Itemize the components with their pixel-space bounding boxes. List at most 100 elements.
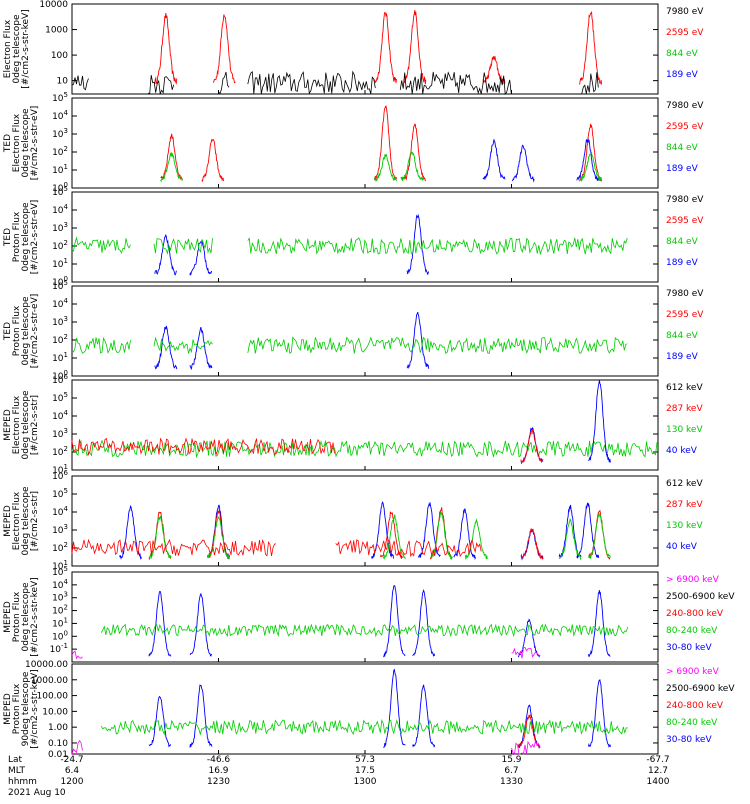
legend-entry: > 6900 keV bbox=[666, 575, 720, 585]
series-burst bbox=[374, 154, 397, 183]
series-burst bbox=[154, 325, 178, 370]
x-tick-label: 57.3 bbox=[355, 755, 375, 765]
y-axis-label: TED bbox=[3, 322, 13, 341]
y-axis-label: TED bbox=[3, 228, 13, 247]
series-burst bbox=[579, 151, 602, 182]
y-tick-label: 102 bbox=[52, 145, 68, 158]
legend-entry: 2595 eV bbox=[666, 216, 704, 226]
series-burst bbox=[520, 528, 544, 560]
series-burst bbox=[374, 11, 397, 84]
y-tick-label: 10 bbox=[57, 77, 69, 87]
y-axis-label: Proton Flux bbox=[12, 683, 22, 734]
series-4 bbox=[71, 739, 541, 755]
legend-entry: 40 keV bbox=[666, 446, 698, 456]
x-tick-label: 1200 bbox=[61, 777, 84, 787]
y-tick-label: 10-1 bbox=[50, 642, 68, 655]
y-tick-label: 103 bbox=[52, 591, 68, 604]
y-tick-label: 100 bbox=[52, 275, 68, 288]
series-line bbox=[71, 75, 89, 91]
series-2 bbox=[100, 623, 629, 638]
series-burst bbox=[520, 428, 544, 464]
y-tick-label: 100.00 bbox=[37, 692, 69, 702]
series-1 bbox=[160, 105, 603, 183]
series-burst bbox=[374, 105, 397, 181]
legend-entry: 189 eV bbox=[666, 258, 699, 268]
legend-entry: 612 keV bbox=[666, 479, 703, 489]
series-line bbox=[335, 538, 482, 558]
series-1 bbox=[148, 585, 611, 658]
y-tick-label: 0.01 bbox=[48, 750, 68, 760]
legend-entry: 2500-6900 keV bbox=[666, 592, 735, 602]
y-tick-label: 106 bbox=[52, 469, 68, 482]
series-2 bbox=[71, 70, 599, 96]
series-burst bbox=[576, 502, 600, 559]
panel-5: 106 105 104 103 102 101 MEPED Electron Flux 0deg… bbox=[3, 373, 703, 476]
series-burst bbox=[588, 512, 611, 560]
y-axis-label: 90deg telescope bbox=[21, 671, 31, 746]
y-axis-label: [#/cm2-s-str-eV] bbox=[30, 106, 40, 181]
legend-entry: 287 keV bbox=[666, 500, 703, 510]
series-line bbox=[153, 237, 213, 255]
series-line bbox=[71, 538, 277, 557]
legend-entry: 7980 eV bbox=[666, 289, 704, 299]
panel-frame bbox=[71, 97, 659, 189]
y-tick-label: 104 bbox=[52, 578, 68, 591]
series-3 bbox=[160, 150, 602, 183]
panel-6: 106 105 104 103 102 101 MEPED Electron Flux 0deg… bbox=[3, 469, 703, 572]
series-line bbox=[148, 75, 175, 96]
series-burst bbox=[148, 695, 171, 748]
panel-8: 10000.00 1000.00 100.00 10.00 1.00 0.100.01 ME… bbox=[3, 660, 735, 760]
series-line bbox=[71, 739, 83, 755]
x-tick-label: 16.9 bbox=[208, 766, 228, 776]
legend-entry: 30-80 keV bbox=[666, 643, 712, 653]
y-axis-label: [#/cm2-s-str-keV] bbox=[30, 577, 40, 656]
legend-entry: 80-240 keV bbox=[666, 718, 718, 728]
series-4 bbox=[520, 428, 544, 464]
series-burst bbox=[579, 123, 603, 182]
x-tick-label: 6.7 bbox=[504, 766, 518, 776]
panel-frame bbox=[71, 191, 659, 283]
series-burst bbox=[189, 240, 213, 276]
series-burst bbox=[588, 509, 611, 560]
series-3 bbox=[71, 647, 541, 660]
y-tick-label: 104 bbox=[52, 203, 68, 216]
series-burst bbox=[412, 588, 436, 657]
y-axis-label: TED bbox=[3, 134, 13, 153]
y-tick-label: 104 bbox=[52, 505, 68, 518]
panel-2: 105 104 103 102 101 100 TED Electron Flux 0deg t… bbox=[3, 91, 704, 194]
x-tick-label: 1300 bbox=[354, 777, 377, 787]
series-line bbox=[71, 336, 131, 354]
y-axis-label: MEPED bbox=[3, 601, 13, 633]
series-burst bbox=[403, 10, 427, 85]
series-burst bbox=[189, 592, 213, 657]
series-1 bbox=[154, 10, 603, 85]
x-axis-row-name: MLT bbox=[8, 766, 26, 776]
x-tick-label: 17.5 bbox=[355, 766, 375, 776]
series-burst bbox=[587, 590, 611, 657]
legend-entry: 130 keV bbox=[666, 425, 703, 435]
series-burst bbox=[558, 517, 582, 561]
y-tick-label: 103 bbox=[52, 221, 68, 234]
series-burst bbox=[160, 133, 183, 181]
series-burst bbox=[517, 704, 541, 750]
y-axis-label: Proton Flux bbox=[12, 211, 22, 262]
y-tick-label: 10000 bbox=[39, 0, 68, 10]
legend-entry: 189 eV bbox=[666, 352, 699, 362]
y-axis-label: [#/cm2-s-str-keV] bbox=[21, 9, 31, 88]
series-line bbox=[153, 336, 213, 354]
legend-entry: 7980 eV bbox=[666, 7, 704, 17]
y-axis-label: MEPED bbox=[3, 505, 13, 537]
y-tick-label: 105 bbox=[52, 565, 68, 578]
legend-entry: 189 eV bbox=[666, 164, 699, 174]
series-burst bbox=[412, 684, 436, 748]
series-burst bbox=[148, 515, 172, 560]
series-line bbox=[399, 71, 512, 96]
series-1 bbox=[148, 668, 611, 750]
y-axis-label: 0deg telescope bbox=[21, 486, 31, 556]
series-line bbox=[100, 718, 628, 736]
legend-entry: > 6900 keV bbox=[666, 667, 720, 677]
series-burst bbox=[379, 511, 403, 559]
y-tick-label: 106 bbox=[52, 373, 68, 386]
panel-frame bbox=[71, 379, 659, 471]
